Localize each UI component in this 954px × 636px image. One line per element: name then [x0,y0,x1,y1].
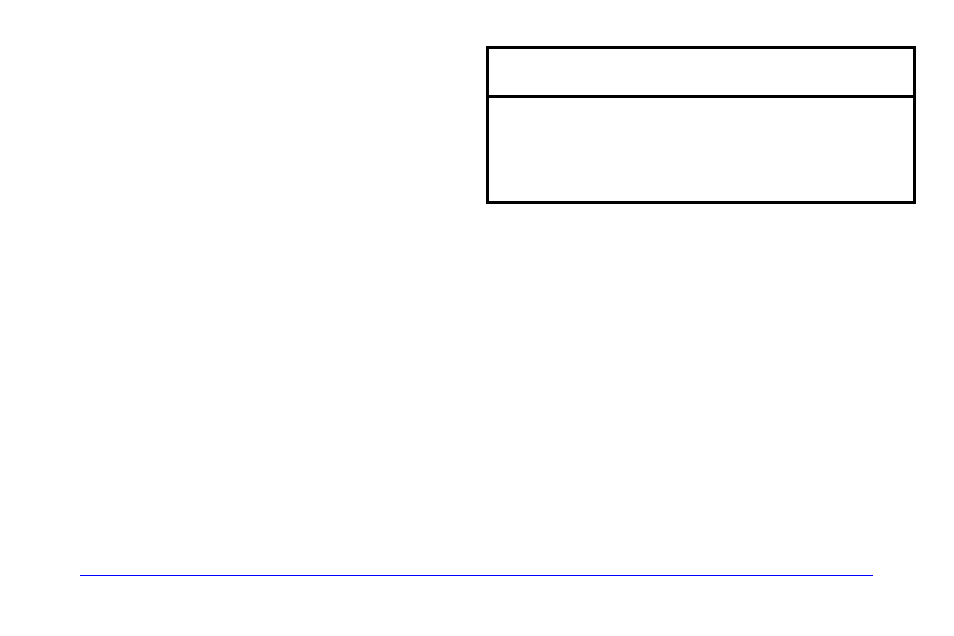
info-box-divider [486,95,916,98]
info-box [486,46,916,204]
footer-rule [80,575,873,576]
